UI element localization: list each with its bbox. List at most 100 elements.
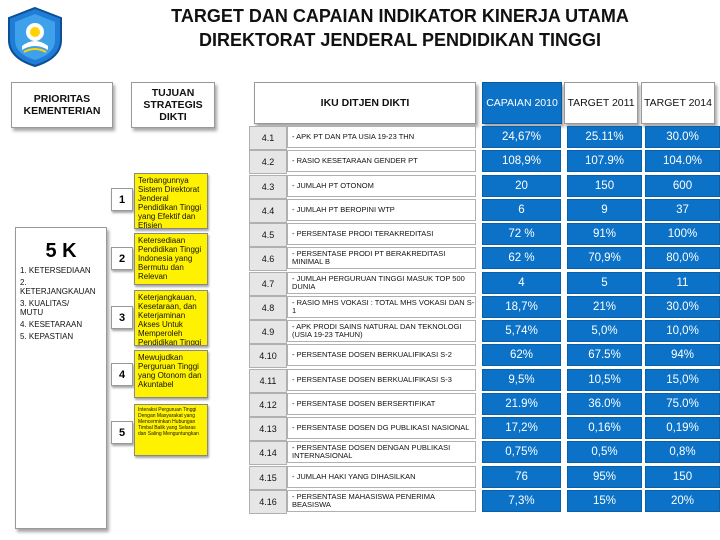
- goal-box: Mewujudkan Perguruan Tinggi yang Otonom …: [134, 350, 208, 398]
- header-capaian-label: CAPAIAN 2010: [486, 97, 558, 109]
- header-target-2014-label: TARGET 2014: [644, 97, 712, 109]
- indicator-row: 4.15- JUMLAH HAKI YANG DIHASILKAN 76 95% 15…: [249, 465, 720, 490]
- priority-item: 4. KESETARAAN: [20, 320, 83, 329]
- indicator-row: 4.5- PERSENTASE PRODI TERAKREDITASI 72 % 9…: [249, 223, 720, 247]
- indicator-description: - PERSENTASE DOSEN BERKUALIFIKASI S-2: [287, 344, 476, 367]
- indicator-row: 4.3- JUMLAH PT OTONOM 20 150 600: [249, 174, 720, 199]
- indicator-description: - PERSENTASE DOSEN BERSERTIFIKAT: [287, 392, 476, 415]
- indicator-capaian-2010: 9,5%: [482, 368, 561, 391]
- indicator-target-2011: 67.5%: [567, 344, 642, 367]
- indicator-row: 4.14- PERSENTASE DOSEN DENGAN PUBLIKASI …: [249, 441, 720, 466]
- indicator-row: 4.12- PERSENTASE DOSEN BERSERTIFIKAT 21.9…: [249, 392, 720, 417]
- indicator-target-2014: 94%: [645, 344, 720, 367]
- indicator-row: 4.1- APK PT DAN PTA USIA 19-23 THN 24,67%…: [249, 126, 720, 150]
- indicator-target-2011: 5: [567, 271, 642, 294]
- indicator-row: 4.7- JUMLAH PERGURUAN TINGGI MASUK TOP 5…: [249, 271, 720, 296]
- indicator-target-2011: 70,9%: [567, 247, 642, 270]
- indicator-row: 4.9- APK PRODI SAINS NATURAL DAN TEKNOLO…: [249, 320, 720, 344]
- goal-box: Ketersediaan Pendidikan Tinggi Indonesia…: [134, 233, 208, 285]
- indicator-description: - JUMLAH HAKI YANG DIHASILKAN: [287, 465, 476, 488]
- indicator-code: 4.1: [249, 126, 287, 150]
- header-iku-label: IKU DITJEN DIKTI: [320, 97, 410, 109]
- indicator-code: 4.4: [249, 198, 287, 223]
- header-target-2014: TARGET 2014: [641, 82, 715, 124]
- indicator-description: - RASIO KESETARAAN GENDER PT: [287, 150, 476, 173]
- header-iku: IKU DITJEN DIKTI: [254, 82, 476, 124]
- indicator-target-2011: 107.9%: [567, 150, 642, 173]
- page-title: TARGET DAN CAPAIAN INDIKATOR KINERJA UTA…: [100, 4, 700, 52]
- indicator-target-2014: 10,0%: [645, 320, 720, 342]
- priority-item: 5. KEPASTIAN: [20, 332, 74, 341]
- indicator-capaian-2010: 76: [482, 465, 561, 488]
- header-capaian: CAPAIAN 2010: [482, 82, 562, 124]
- indicator-row: 4.2- RASIO KESETARAAN GENDER PT 108,9% 107…: [249, 150, 720, 175]
- indicator-capaian-2010: 21.9%: [482, 392, 561, 415]
- indicator-capaian-2010: 62%: [482, 344, 561, 367]
- indicator-capaian-2010: 24,67%: [482, 126, 561, 148]
- indicator-description: - JUMLAH PERGURUAN TINGGI MASUK TOP 500 …: [287, 271, 476, 294]
- indicator-target-2011: 0,5%: [567, 441, 642, 464]
- indicator-target-2014: 0,8%: [645, 441, 720, 464]
- indicator-description: - APK PT DAN PTA USIA 19-23 THN: [287, 126, 476, 148]
- indicator-capaian-2010: 62 %: [482, 247, 561, 270]
- indicator-target-2014: 104.0%: [645, 150, 720, 173]
- indicator-target-2014: 600: [645, 174, 720, 197]
- indicator-code: 4.12: [249, 392, 287, 417]
- indicator-row: 4.13- PERSENTASE DOSEN DG PUBLIKASI NASI…: [249, 417, 720, 441]
- ministry-logo-icon: [8, 6, 62, 68]
- header-prioritas-label: PRIORITAS KEMENTERIAN: [23, 93, 101, 117]
- indicator-code: 4.16: [249, 489, 287, 514]
- indicator-capaian-2010: 108,9%: [482, 150, 561, 173]
- indicator-target-2014: 37: [645, 198, 720, 221]
- indicator-target-2011: 150: [567, 174, 642, 197]
- indicator-target-2011: 95%: [567, 465, 642, 488]
- title-line-1: TARGET DAN CAPAIAN INDIKATOR KINERJA UTA…: [171, 6, 629, 26]
- indicator-capaian-2010: 5,74%: [482, 320, 561, 342]
- indicator-row: 4.11- PERSENTASE DOSEN BERKUALIFIKASI S-…: [249, 368, 720, 393]
- indicator-target-2014: 100%: [645, 223, 720, 245]
- indicator-code: 4.10: [249, 344, 287, 369]
- indicator-description: - JUMLAH PT OTONOM: [287, 174, 476, 197]
- goal-number: 2: [111, 247, 133, 270]
- indicator-target-2014: 0,19%: [645, 417, 720, 439]
- indicator-row: 4.16- PERSENTASE MAHASISWA PENERIMA BEAS…: [249, 489, 720, 514]
- goal-box: Interaksi Perguruan Tinggi Dengan Masyar…: [134, 404, 208, 456]
- indicator-row: 4.4- JUMLAH PT BEROPINI WTP 6 9 37: [249, 198, 720, 223]
- indicator-row: 4.8- RASIO MHS VOKASI : TOTAL MHS VOKASI…: [249, 295, 720, 320]
- indicator-target-2011: 21%: [567, 295, 642, 318]
- priority-item: 2. KETERJANGKAUAN: [20, 278, 96, 296]
- priority-item: 1. KETERSEDIAAN: [20, 266, 91, 275]
- indicator-code: 4.11: [249, 368, 287, 393]
- indicator-description: - PERSENTASE MAHASISWA PENERIMA BEASISWA: [287, 489, 476, 512]
- header-target-2011-label: TARGET 2011: [567, 97, 635, 109]
- indicator-description: - PERSENTASE DOSEN BERKUALIFIKASI S-3: [287, 368, 476, 391]
- header-target-2011: TARGET 2011: [564, 82, 638, 124]
- header-tujuan-label: TUJUAN STRATEGIS DIKTI: [143, 87, 203, 123]
- indicator-target-2014: 20%: [645, 489, 720, 512]
- indicator-capaian-2010: 6: [482, 198, 561, 221]
- indicator-target-2011: 15%: [567, 489, 642, 512]
- goal-number: 1: [111, 188, 133, 211]
- indicator-row: 4.10- PERSENTASE DOSEN BERKUALIFIKASI S-…: [249, 344, 720, 369]
- header-prioritas: PRIORITAS KEMENTERIAN: [11, 82, 113, 128]
- indicator-code: 4.14: [249, 441, 287, 466]
- indicator-capaian-2010: 20: [482, 174, 561, 197]
- indicator-capaian-2010: 18,7%: [482, 295, 561, 318]
- indicator-description: - JUMLAH PT BEROPINI WTP: [287, 198, 476, 221]
- priority-item: 3. KUALITAS/ MUTU: [20, 299, 70, 317]
- indicator-description: - PERSENTASE PRODI PT BERAKREDITASI MINI…: [287, 247, 476, 270]
- indicator-target-2014: 150: [645, 465, 720, 488]
- indicator-code: 4.8: [249, 295, 287, 320]
- indicator-target-2011: 10,5%: [567, 368, 642, 391]
- indicator-capaian-2010: 4: [482, 271, 561, 294]
- indicator-capaian-2010: 17,2%: [482, 417, 561, 439]
- indicator-target-2014: 80,0%: [645, 247, 720, 270]
- goal-number: 5: [111, 421, 133, 444]
- indicator-description: - RASIO MHS VOKASI : TOTAL MHS VOKASI DA…: [287, 295, 476, 318]
- indicator-capaian-2010: 72 %: [482, 223, 561, 245]
- indicator-description: - PERSENTASE DOSEN DG PUBLIKASI NASIONAL: [287, 417, 476, 439]
- indicator-code: 4.15: [249, 465, 287, 490]
- indicator-target-2014: 11: [645, 271, 720, 294]
- indicator-description: - PERSENTASE PRODI TERAKREDITASI: [287, 223, 476, 245]
- indicator-target-2011: 25.11%: [567, 126, 642, 148]
